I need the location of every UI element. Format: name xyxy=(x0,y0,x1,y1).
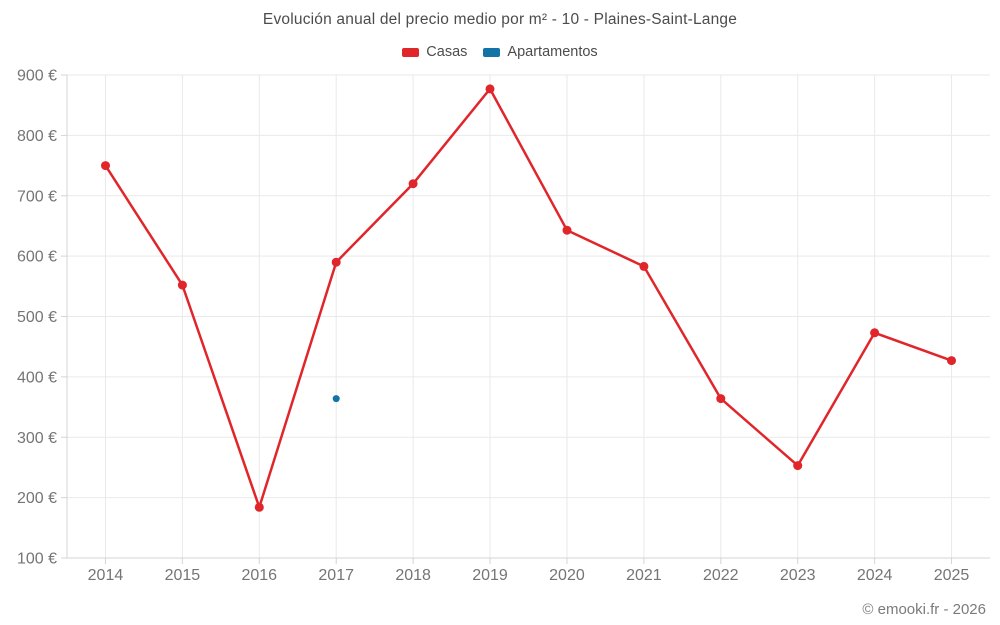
svg-text:100 €: 100 € xyxy=(17,551,57,568)
svg-text:2024: 2024 xyxy=(857,567,893,584)
legend-label-casas: Casas xyxy=(426,44,468,60)
svg-text:2022: 2022 xyxy=(703,567,739,584)
svg-text:2017: 2017 xyxy=(318,567,354,584)
svg-text:2021: 2021 xyxy=(626,567,662,584)
legend-item-apartamentos[interactable]: Apartamentos xyxy=(483,44,598,60)
svg-text:2019: 2019 xyxy=(472,567,508,584)
svg-text:400 €: 400 € xyxy=(17,369,57,386)
svg-text:2025: 2025 xyxy=(934,567,970,584)
svg-text:500 €: 500 € xyxy=(17,309,57,326)
svg-text:800 €: 800 € xyxy=(17,128,57,145)
svg-text:2020: 2020 xyxy=(549,567,585,584)
casas-series-swatch-icon xyxy=(402,47,420,57)
svg-text:2018: 2018 xyxy=(395,567,431,584)
copyright-footer: © emooki.fr - 2026 xyxy=(862,601,986,618)
apartamentos-series-swatch-icon xyxy=(483,47,501,57)
chart-legend: Casas Apartamentos xyxy=(0,44,1000,60)
svg-text:700 €: 700 € xyxy=(17,188,57,205)
svg-text:900 €: 900 € xyxy=(17,68,57,85)
svg-text:300 €: 300 € xyxy=(17,430,57,447)
svg-text:2014: 2014 xyxy=(88,567,124,584)
svg-text:2016: 2016 xyxy=(241,567,277,584)
svg-text:200 €: 200 € xyxy=(17,490,57,507)
svg-text:600 €: 600 € xyxy=(17,249,57,266)
svg-text:2015: 2015 xyxy=(165,567,201,584)
legend-label-apartamentos: Apartamentos xyxy=(507,44,598,60)
legend-item-casas[interactable]: Casas xyxy=(402,44,467,60)
chart-title: Evolución anual del precio medio por m² … xyxy=(262,11,738,28)
svg-text:2023: 2023 xyxy=(780,567,816,584)
